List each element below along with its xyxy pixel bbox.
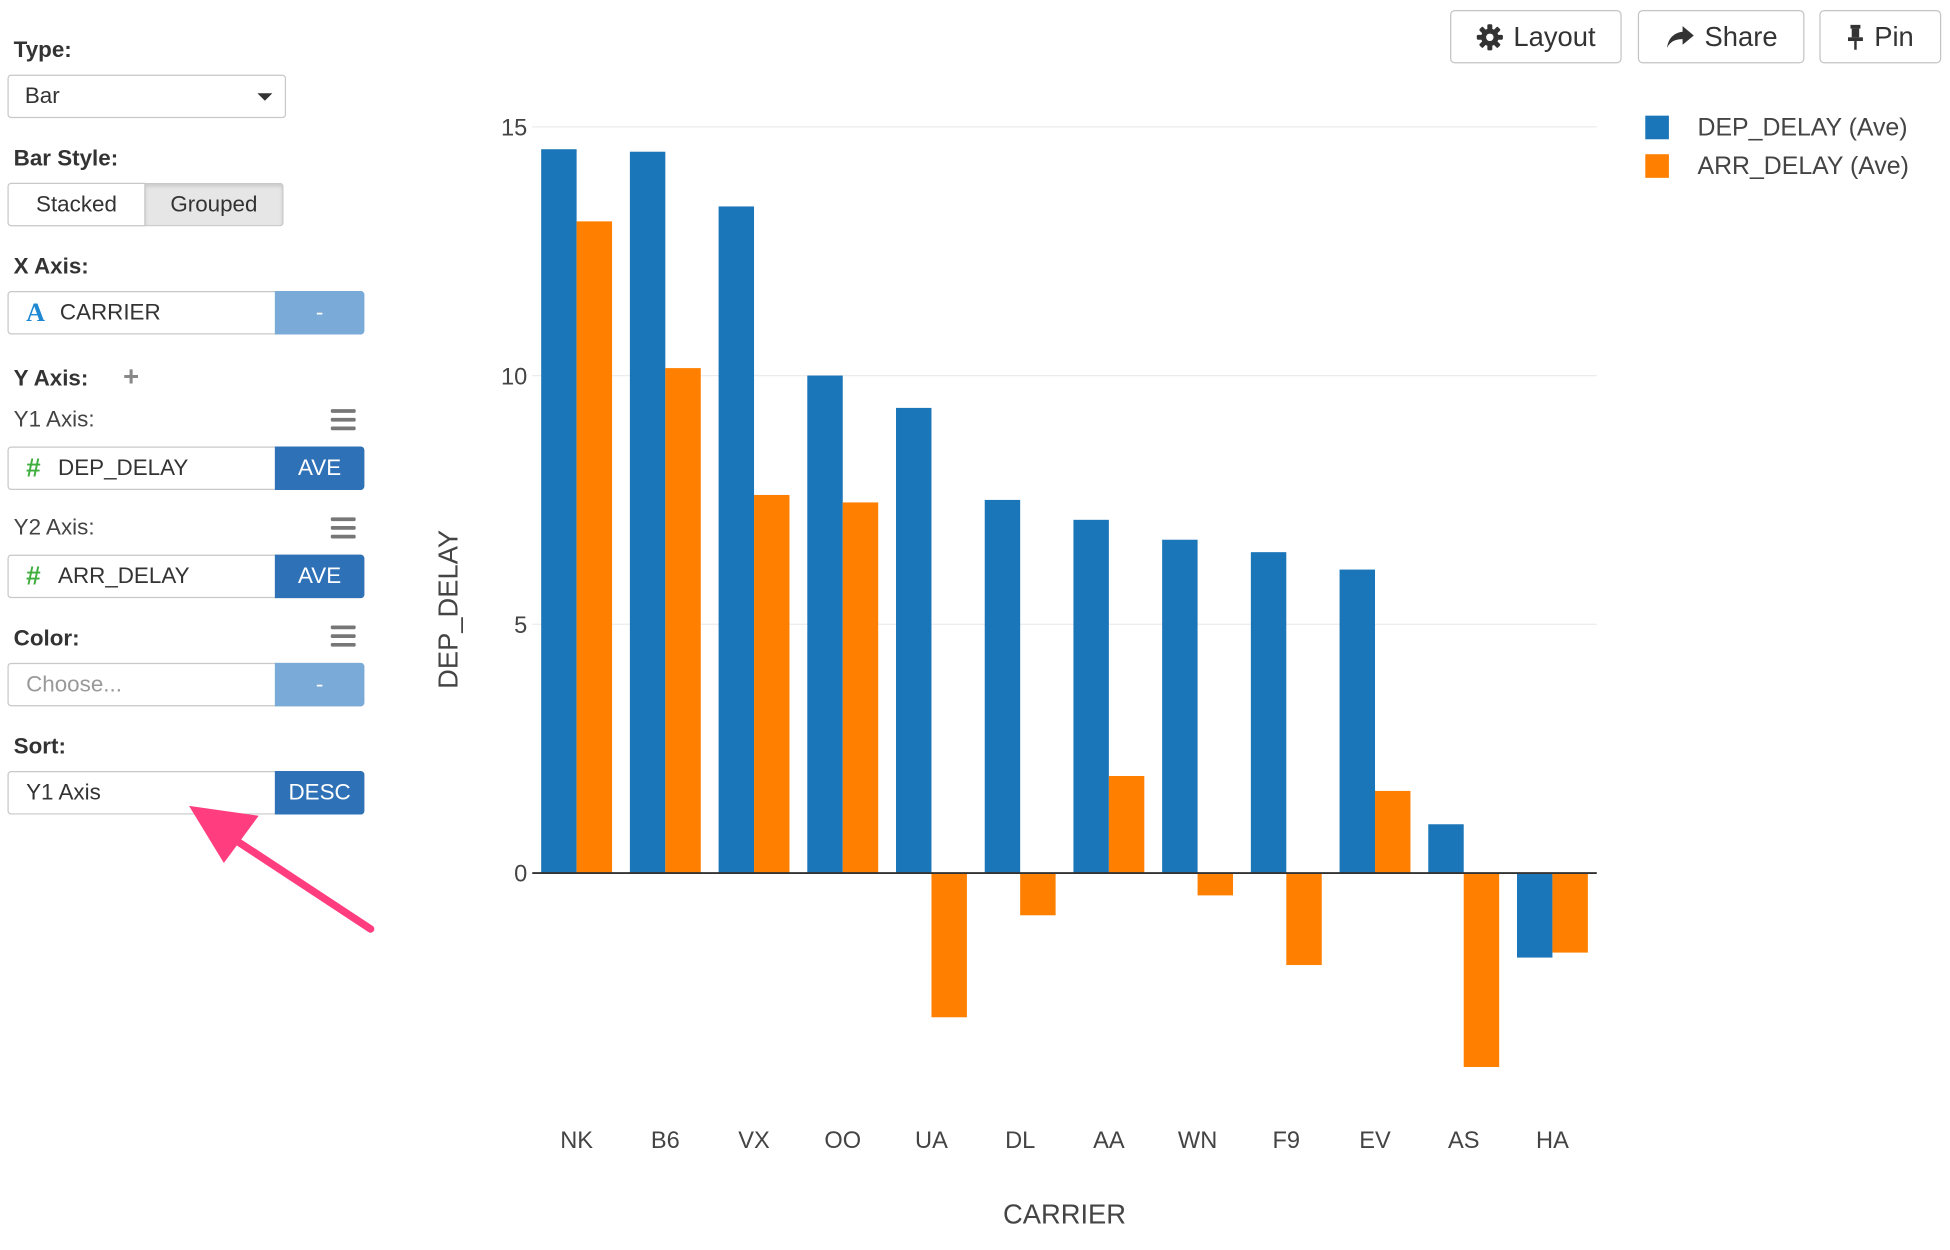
y-tick-label: 15: [501, 116, 527, 142]
x-tick-label: EV: [1359, 1128, 1391, 1154]
bar-arr-delay-aa[interactable]: [1109, 776, 1144, 873]
x-tick-label: VX: [738, 1128, 770, 1154]
x-tick-label: OO: [824, 1128, 861, 1154]
bar-arr-delay-as[interactable]: [1464, 873, 1499, 1067]
bar-arr-delay-nk[interactable]: [577, 221, 612, 873]
y-axis-title: DEP_DELAY: [433, 530, 464, 689]
bar-dep-delay-ua[interactable]: [896, 408, 931, 873]
legend-item-label[interactable]: ARR_DELAY (Ave): [1698, 152, 1909, 180]
bar-dep-delay-ha[interactable]: [1517, 873, 1552, 958]
x-tick-label: WN: [1178, 1128, 1217, 1154]
bar-dep-delay-oo[interactable]: [807, 376, 842, 873]
bar-arr-delay-f9[interactable]: [1286, 873, 1321, 965]
y-tick-label: 0: [514, 862, 527, 888]
legend-swatch: [1645, 116, 1669, 140]
bar-arr-delay-wn[interactable]: [1198, 873, 1233, 895]
bar-arr-delay-oo[interactable]: [843, 502, 878, 873]
bar-dep-delay-vx[interactable]: [719, 206, 754, 873]
legend-item-label[interactable]: DEP_DELAY (Ave): [1698, 114, 1908, 142]
bar-dep-delay-b6[interactable]: [630, 152, 665, 873]
bar-arr-delay-ev[interactable]: [1375, 791, 1410, 873]
y-tick-label: 10: [501, 364, 527, 390]
x-tick-label: HA: [1536, 1128, 1569, 1154]
bar-dep-delay-nk[interactable]: [541, 149, 576, 873]
bar-arr-delay-b6[interactable]: [665, 368, 700, 873]
bar-arr-delay-vx[interactable]: [754, 495, 789, 873]
bar-dep-delay-aa[interactable]: [1073, 520, 1108, 873]
bar-dep-delay-wn[interactable]: [1162, 540, 1197, 873]
bar-arr-delay-dl[interactable]: [1020, 873, 1055, 915]
x-tick-label: F9: [1273, 1128, 1301, 1154]
x-tick-label: B6: [651, 1128, 680, 1154]
legend-swatch: [1645, 154, 1669, 178]
bar-arr-delay-ha[interactable]: [1552, 873, 1587, 953]
x-tick-label: NK: [560, 1128, 593, 1154]
bar-dep-delay-dl[interactable]: [985, 500, 1020, 873]
bar-dep-delay-f9[interactable]: [1251, 552, 1286, 873]
x-axis-title: CARRIER: [1003, 1199, 1126, 1230]
y-tick-label: 5: [514, 613, 527, 639]
bar-dep-delay-as[interactable]: [1428, 824, 1463, 873]
x-tick-label: UA: [915, 1128, 948, 1154]
x-tick-label: DL: [1005, 1128, 1035, 1154]
x-tick-label: AS: [1448, 1128, 1480, 1154]
bar-arr-delay-ua[interactable]: [931, 873, 966, 1017]
bar-dep-delay-ev[interactable]: [1340, 570, 1375, 873]
x-tick-label: AA: [1093, 1128, 1125, 1154]
